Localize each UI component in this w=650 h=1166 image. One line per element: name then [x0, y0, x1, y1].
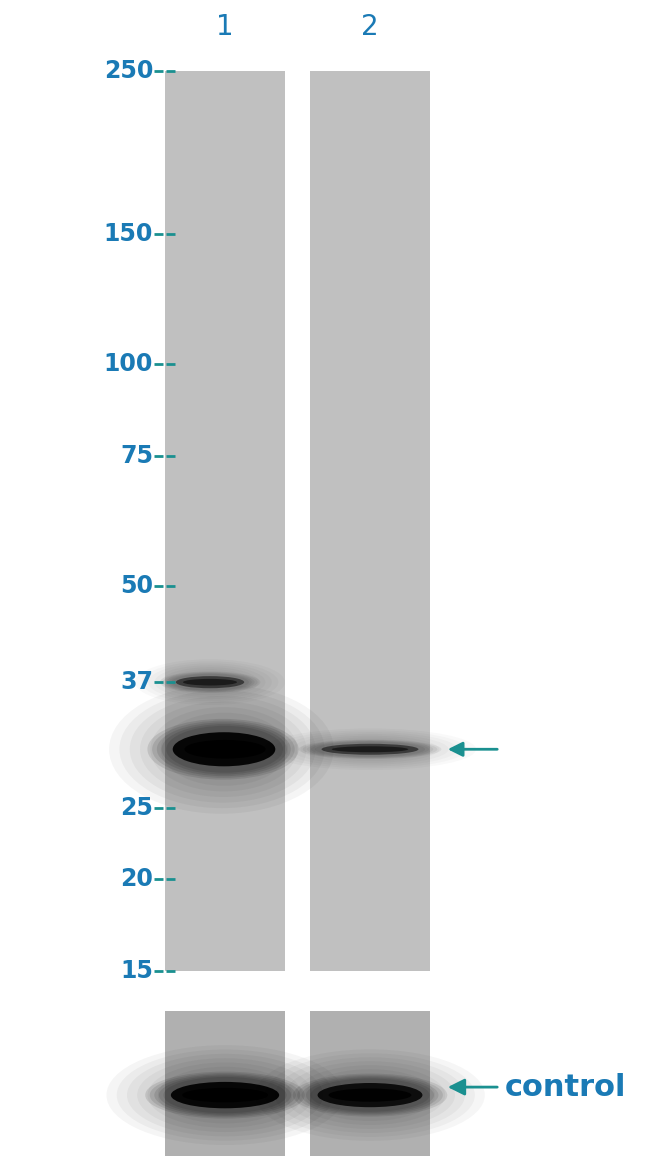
Text: 25: 25 — [120, 795, 153, 820]
Ellipse shape — [160, 672, 261, 693]
Ellipse shape — [322, 744, 419, 754]
Bar — [165, 1011, 285, 1156]
Ellipse shape — [182, 1088, 268, 1102]
Ellipse shape — [171, 674, 249, 690]
Ellipse shape — [311, 742, 429, 758]
Ellipse shape — [162, 672, 257, 693]
Text: control: control — [505, 1073, 627, 1102]
Ellipse shape — [157, 723, 291, 777]
Text: 2: 2 — [361, 13, 379, 41]
Text: 100: 100 — [103, 352, 153, 377]
Text: 15: 15 — [120, 958, 153, 983]
Ellipse shape — [315, 742, 425, 757]
Ellipse shape — [332, 746, 408, 752]
Text: 250: 250 — [103, 59, 153, 83]
Text: 37: 37 — [120, 670, 153, 694]
Text: 75: 75 — [120, 444, 153, 468]
Ellipse shape — [185, 740, 265, 759]
Ellipse shape — [311, 1079, 430, 1111]
Ellipse shape — [302, 1076, 439, 1115]
Ellipse shape — [148, 719, 298, 780]
Ellipse shape — [168, 673, 252, 691]
Ellipse shape — [329, 1089, 411, 1102]
Ellipse shape — [307, 740, 434, 758]
Text: 20: 20 — [120, 868, 153, 891]
Ellipse shape — [163, 1077, 287, 1114]
Ellipse shape — [165, 673, 255, 691]
Ellipse shape — [318, 1083, 422, 1108]
Ellipse shape — [159, 1075, 291, 1115]
Ellipse shape — [297, 1075, 443, 1116]
Bar — [310, 71, 430, 971]
Bar — [165, 71, 285, 971]
Ellipse shape — [166, 725, 283, 773]
Ellipse shape — [145, 1072, 305, 1118]
Ellipse shape — [183, 679, 237, 686]
Ellipse shape — [298, 739, 441, 759]
Ellipse shape — [152, 721, 294, 778]
Text: 1: 1 — [216, 13, 234, 41]
Ellipse shape — [292, 1074, 447, 1117]
Ellipse shape — [162, 724, 287, 774]
Ellipse shape — [173, 732, 276, 766]
Text: 50: 50 — [120, 574, 153, 598]
Ellipse shape — [154, 1074, 296, 1116]
Ellipse shape — [176, 676, 244, 688]
Ellipse shape — [303, 740, 437, 759]
Ellipse shape — [171, 1082, 279, 1109]
Ellipse shape — [150, 1073, 300, 1117]
Ellipse shape — [306, 1077, 434, 1114]
Bar — [310, 1011, 430, 1156]
Text: 150: 150 — [103, 223, 153, 246]
